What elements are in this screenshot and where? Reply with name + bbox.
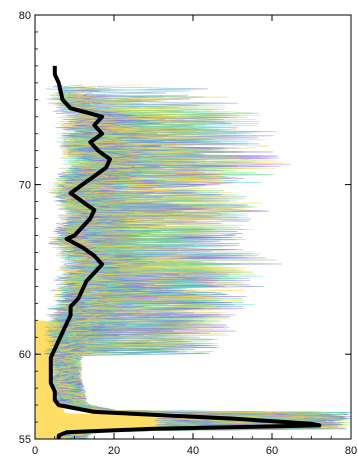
- ensemble-line: [49, 133, 334, 439]
- y-tick-label: 80: [19, 10, 31, 22]
- ensemble-line: [51, 90, 340, 439]
- mean-line: [48, 65, 322, 439]
- x-tick-label: 80: [345, 445, 357, 457]
- y-tick-label: 70: [19, 180, 31, 192]
- ensemble-lines: [35, 84, 351, 439]
- x-tick-label: 60: [266, 445, 278, 457]
- mean-line-layer: [48, 65, 322, 439]
- y-tick-label: 55: [19, 434, 31, 446]
- y-tick-label: 60: [19, 349, 31, 361]
- x-tick-label: 40: [187, 445, 199, 457]
- x-tick-label: 20: [108, 445, 120, 457]
- axes: 0 20 40 60 80 55 60 70 80: [19, 10, 357, 457]
- x-tick-label: 0: [32, 445, 38, 457]
